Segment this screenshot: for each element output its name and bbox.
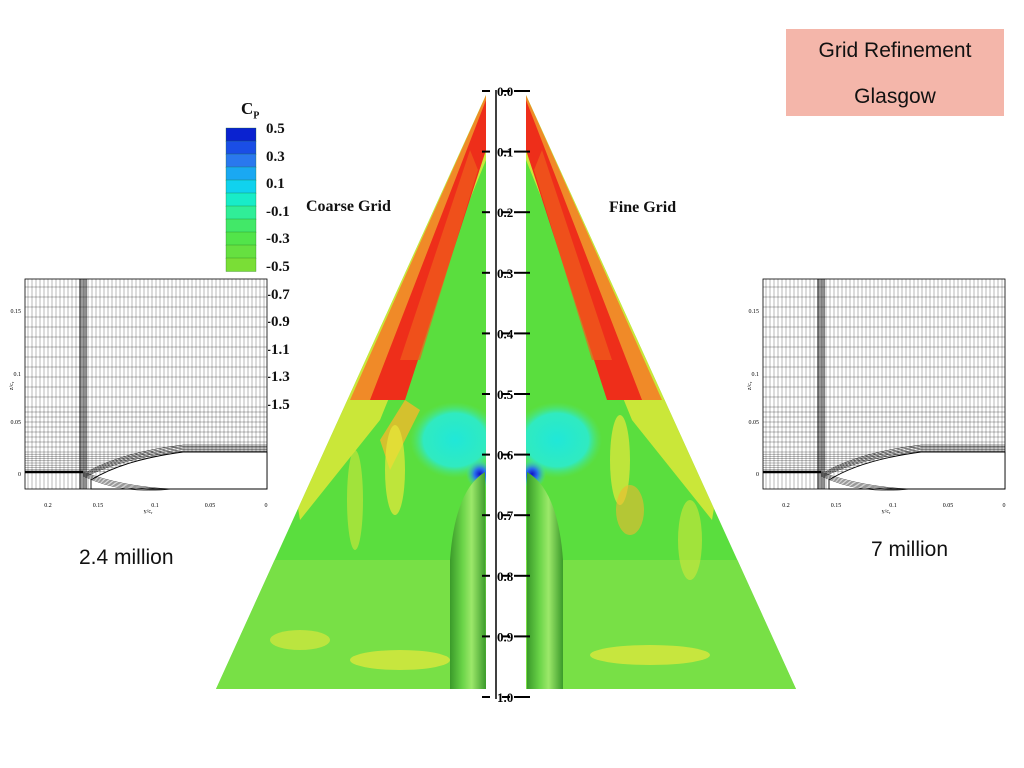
legend-swatch [225,244,257,259]
ruler-tick-label: 0.8 [497,569,514,584]
mesh-x-tick: 0.05 [205,503,216,509]
mesh-y-tick: 0.05 [11,420,22,426]
ruler-tick-label: 0.3 [497,266,514,281]
mesh-x-tick: 0.05 [943,503,954,509]
ruler-tick-label: 0.6 [497,448,514,463]
legend-tick-label: -1.1 [266,341,290,358]
mesh-x-tick: 0.1 [151,503,159,509]
mesh-x-label: y/cr [882,509,891,514]
mesh-y-tick: 0 [18,472,21,478]
legend-tick-label: 0.3 [266,148,285,165]
title-box: Grid Refinement Glasgow [786,29,1004,116]
legend-swatch [225,257,257,272]
legend-tick-label: -0.1 [266,203,290,220]
mesh-x-tick: 0 [265,503,268,509]
coarse-cell-count: 2.4 million [79,546,174,569]
ruler-tick-label: 0.2 [497,205,513,220]
legend-swatch [225,179,257,194]
mesh-x-tick: 0.1 [889,503,897,509]
legend-tick-label: -1.5 [266,397,290,413]
mesh-x-tick: 0.2 [44,503,52,509]
ruler-tick-label: 1.0 [497,690,513,705]
title-line-2: Glasgow [854,85,936,108]
mesh-y-label: z/cr [9,381,15,390]
legend-swatch [225,192,257,207]
mesh-y-tick: 0.15 [749,309,760,315]
fine-grid-label: Fine Grid [609,199,677,216]
legend-swatch [225,205,257,220]
mesh-x-tick: 0 [1003,503,1006,509]
legend-swatch [225,127,257,142]
legend-swatch [225,140,257,155]
legend-title: CP [241,99,260,122]
chord-ruler: 0.0 0.1 0.2 0.3 0.4 0.5 0.6 0.7 0.8 0.9 1.0 [482,84,530,705]
legend-swatch [225,166,257,181]
ruler-tick-label: 0.0 [497,84,513,99]
mesh-y-tick: 0.15 [11,309,22,315]
title-line-1: Grid Refinement [818,39,972,62]
coarse-pod [450,472,486,689]
mesh-x-tick: 0.15 [93,503,104,509]
mesh-y-label: z/cr [747,381,753,390]
mesh-y-tick: 0.1 [14,372,22,378]
ruler-tick-label: 0.5 [497,387,514,402]
ruler-tick-label: 0.9 [497,629,514,644]
mesh-y-tick: 0.1 [752,372,760,378]
fine-pod [527,472,563,689]
ruler-tick-label: 0.1 [497,145,513,160]
mesh-y-tick: 0 [756,472,759,478]
legend-tick-label: 0.5 [266,121,285,137]
mesh-y-tick: 0.05 [749,420,760,426]
coarse-grid-label: Coarse Grid [306,198,391,215]
ruler-tick-label: 0.4 [497,326,514,341]
legend-tick-label: -1.3 [266,369,290,386]
cp-color-bar [225,127,257,272]
ruler-tick-label: 0.7 [497,508,514,523]
fine-mesh-inset: 0.15 0.1 0.05 0 0.2 0.15 0.1 0.05 0 y/cr z/cr [746,274,1006,514]
mesh-x-tick: 0.15 [831,503,842,509]
legend-tick-label: 0.1 [266,176,285,193]
legend-swatch [225,153,257,168]
legend-swatch [225,231,257,246]
fine-cell-count: 7 million [871,538,949,561]
legend-tick-label: -0.7 [266,286,290,303]
legend-tick-label: -0.3 [266,231,290,248]
mesh-x-tick: 0.2 [782,503,790,509]
legend-tick-label: -0.5 [266,259,290,275]
coarse-mesh-inset: 0.15 0.1 0.05 0 0.2 0.15 0.1 0.05 0 y/cr z/cr [8,274,268,514]
mesh-x-label: y/cr [144,509,153,514]
legend-tick-label: -0.9 [266,314,290,331]
legend-swatch [225,218,257,233]
